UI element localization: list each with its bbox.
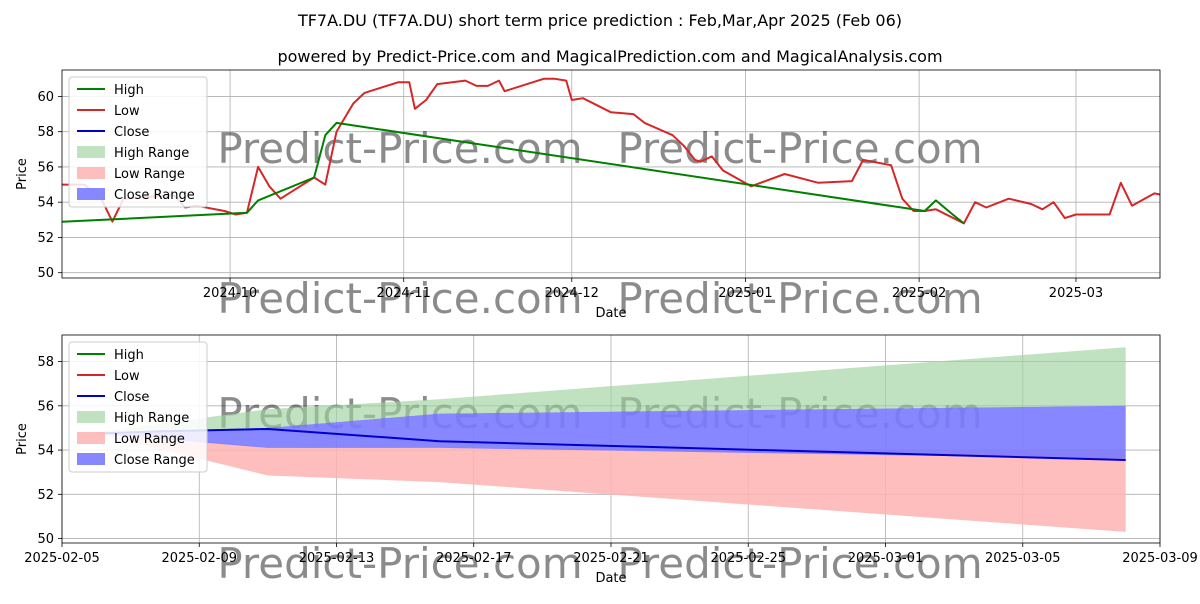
legend-label: High	[114, 83, 144, 98]
x-tick-label: 2025-02-05	[24, 551, 100, 566]
legend-swatch-high-range	[77, 411, 105, 423]
watermark-text: Predict-Price.com	[217, 124, 582, 173]
plot-area	[62, 77, 1160, 225]
legend-label: Low	[114, 104, 140, 119]
x-tick-label: 2025-02-13	[299, 551, 375, 566]
watermark-text: Predict-Price.com	[617, 274, 982, 323]
x-tick-label: 2025-03-01	[848, 551, 924, 566]
x-tick-label: 2025-03-09	[1122, 551, 1198, 566]
legend-label: Close	[114, 390, 149, 405]
legend-label: Low Range	[114, 432, 185, 447]
y-tick-label: 58	[37, 355, 54, 370]
plot-frame	[61, 69, 1161, 279]
legend-label: High Range	[114, 146, 189, 161]
watermark-text: Predict-Price.com	[617, 539, 982, 588]
legend-label: Close Range	[114, 453, 195, 468]
x-tick-label: 2024-12	[545, 286, 599, 301]
x-tick-label: 2025-03-05	[985, 551, 1061, 566]
low-range-band	[96, 433, 1126, 532]
watermark-text: Predict-Price.com	[617, 124, 982, 173]
legend-swatch-close-range	[77, 453, 105, 465]
legend-swatch-low-range	[77, 432, 105, 444]
x-tick-label: 2025-02-25	[710, 551, 786, 566]
legend-label: Low	[114, 369, 140, 384]
plot-frame	[61, 334, 1161, 544]
x-tick-label: 2025-01	[718, 286, 772, 301]
y-tick-label: 50	[37, 532, 54, 547]
y-tick-label: 56	[37, 160, 54, 175]
chart-subtitle: powered by Predict-Price.com and Magical…	[277, 47, 942, 66]
x-axis-label: Date	[595, 571, 626, 586]
legend-swatch-high-range	[77, 146, 105, 158]
chart-title: TF7A.DU (TF7A.DU) short term price predi…	[297, 11, 902, 30]
x-tick-label: 2025-03	[1049, 286, 1103, 301]
legend-swatch-low-range	[77, 167, 105, 179]
y-tick-label: 60	[37, 90, 54, 105]
y-tick-label: 58	[37, 125, 54, 140]
x-tick-label: 2024-11	[377, 286, 431, 301]
x-axis-label: Date	[595, 306, 626, 321]
x-tick-label: 2025-02-17	[436, 551, 512, 566]
watermark-text: Predict-Price.com	[217, 274, 582, 323]
x-tick-label: 2025-02	[892, 286, 946, 301]
y-tick-label: 54	[37, 196, 54, 211]
legend-label: Close Range	[114, 188, 195, 203]
legend: High Low Close High Range Low Range Close Ran…	[68, 341, 208, 473]
legend: High Low Close High Range Low Range Close Ran…	[68, 76, 208, 208]
legend-swatch-close-range	[77, 188, 105, 200]
y-axis-label: Price	[15, 423, 30, 455]
y-tick-label: 52	[37, 231, 54, 246]
x-tick-label: 2025-02-21	[573, 551, 649, 566]
y-tick-label: 56	[37, 399, 54, 414]
high-range-band	[96, 347, 1126, 434]
low-series-line	[62, 77, 1160, 225]
x-tick-label: 2025-02-09	[161, 551, 237, 566]
y-axis-label: Price	[15, 158, 30, 190]
legend-label: High	[114, 348, 144, 363]
close-range-band	[96, 405, 1126, 459]
legend-label: High Range	[114, 411, 189, 426]
legend-label: Close	[114, 125, 149, 140]
watermark-text: Predict-Price.com	[217, 539, 582, 588]
y-tick-label: 54	[37, 444, 54, 459]
x-tick-label: 2024-10	[203, 286, 257, 301]
high-series-line	[62, 121, 965, 225]
y-tick-label: 52	[37, 488, 54, 503]
legend-label: Low Range	[114, 167, 185, 182]
chart-panel-1: 2024-10 2024-11 2024-12 2025-01 2025-02 2025-…	[15, 69, 1161, 323]
y-tick-label: 50	[37, 266, 54, 281]
chart-panel-2: 2025-02-05 2025-02-09 2025-02-13 2025-02-17…	[15, 334, 1198, 588]
